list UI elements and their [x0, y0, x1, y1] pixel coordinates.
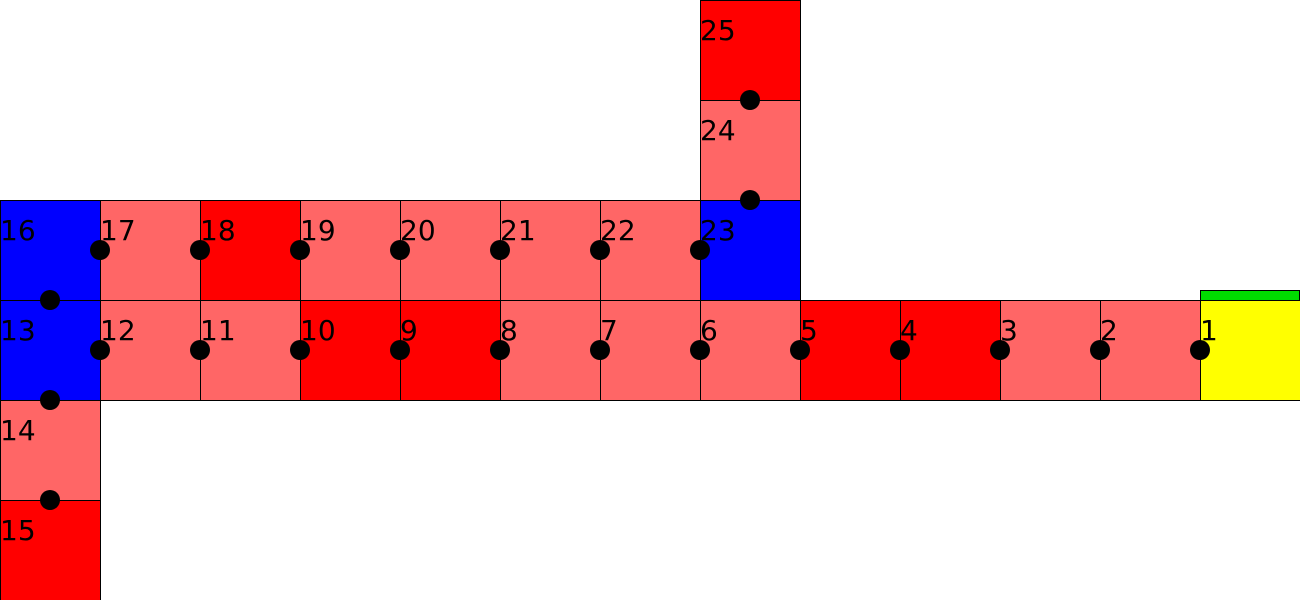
- board-cell-7: 7: [600, 300, 701, 401]
- cell-number-label: 19: [300, 214, 336, 247]
- cell-square: [0, 300, 101, 401]
- cell-square: [300, 200, 401, 301]
- cell-square: [1000, 300, 1101, 401]
- connector-dot: [90, 240, 110, 260]
- connector-dot: [290, 240, 310, 260]
- cell-square: [500, 200, 601, 301]
- cell-number-label: 12: [100, 314, 136, 347]
- connector-dot: [740, 190, 760, 210]
- cell-number-label: 1: [1200, 314, 1218, 347]
- cell-number-label: 13: [0, 314, 36, 347]
- connector-dot: [390, 240, 410, 260]
- cell-number-label: 3: [1000, 314, 1018, 347]
- connector-dot: [40, 290, 60, 310]
- cell-number-label: 20: [400, 214, 436, 247]
- cell-square: [800, 300, 901, 401]
- board-cell-17: 17: [100, 200, 201, 301]
- board-cell-13: 13: [0, 300, 101, 401]
- board-cell-19: 19: [300, 200, 401, 301]
- board-cell-12: 12: [100, 300, 201, 401]
- connector-dot: [590, 340, 610, 360]
- start-marker-bar: [1200, 290, 1300, 301]
- connector-dot: [740, 90, 760, 110]
- start-layer: [1200, 290, 1300, 301]
- cell-square: [1100, 300, 1201, 401]
- cell-number-label: 6: [700, 314, 718, 347]
- cell-square: [1200, 300, 1300, 401]
- board-cell-1: 1: [1200, 300, 1300, 401]
- cell-number-label: 4: [900, 314, 918, 347]
- board-cell-16: 16: [0, 200, 101, 301]
- connector-dot: [290, 340, 310, 360]
- cell-square: [700, 0, 801, 101]
- board-cell-6: 6: [700, 300, 801, 401]
- board-cell-21: 21: [500, 200, 601, 301]
- board-cell-25: 25: [700, 0, 801, 101]
- connector-dot: [40, 490, 60, 510]
- cell-number-label: 16: [0, 214, 36, 247]
- cell-square: [900, 300, 1001, 401]
- connector-dot: [690, 240, 710, 260]
- connector-dot: [990, 340, 1010, 360]
- cell-number-label: 14: [0, 414, 36, 447]
- cell-square: [300, 300, 401, 401]
- cell-number-label: 8: [500, 314, 518, 347]
- cell-number-label: 25: [700, 14, 736, 47]
- board-cell-22: 22: [600, 200, 701, 301]
- board-cell-24: 24: [700, 100, 801, 201]
- connector-dot: [490, 240, 510, 260]
- board-cell-10: 10: [300, 300, 401, 401]
- cell-number-label: 2: [1100, 314, 1118, 347]
- cell-number-label: 17: [100, 214, 136, 247]
- cell-square: [400, 200, 501, 301]
- board-cell-18: 18: [200, 200, 301, 301]
- board-cell-2: 2: [1100, 300, 1201, 401]
- connector-dot: [190, 240, 210, 260]
- connector-dot: [190, 340, 210, 360]
- connector-dot: [40, 390, 60, 410]
- board-cell-20: 20: [400, 200, 501, 301]
- cell-number-label: 18: [200, 214, 236, 247]
- board-cell-15: 15: [0, 500, 101, 600]
- cell-square: [100, 300, 201, 401]
- connector-dot: [490, 340, 510, 360]
- connector-dot: [1190, 340, 1210, 360]
- cell-square: [0, 200, 101, 301]
- cell-number-label: 7: [600, 314, 618, 347]
- dots-layer: [40, 90, 1210, 510]
- connector-dot: [590, 240, 610, 260]
- board-cell-3: 3: [1000, 300, 1101, 401]
- cell-number-label: 23: [700, 214, 736, 247]
- board-cell-11: 11: [200, 300, 301, 401]
- cell-number-label: 11: [200, 314, 236, 347]
- board-cell-4: 4: [900, 300, 1001, 401]
- cell-number-label: 10: [300, 314, 336, 347]
- cell-number-label: 24: [700, 114, 736, 147]
- connector-dot: [790, 340, 810, 360]
- connector-dot: [390, 340, 410, 360]
- cell-square: [700, 200, 801, 301]
- cell-square: [400, 300, 501, 401]
- cell-number-label: 9: [400, 314, 418, 347]
- cell-number-label: 5: [800, 314, 818, 347]
- board-cell-14: 14: [0, 400, 101, 501]
- connector-dot: [1090, 340, 1110, 360]
- board-cell-9: 9: [400, 300, 501, 401]
- cell-number-label: 22: [600, 214, 636, 247]
- board-cell-8: 8: [500, 300, 601, 401]
- board-cell-5: 5: [800, 300, 901, 401]
- cell-square: [100, 200, 201, 301]
- cell-number-label: 15: [0, 514, 36, 547]
- board-cell-23: 23: [700, 200, 801, 301]
- cell-square: [200, 300, 301, 401]
- cell-square: [0, 500, 101, 600]
- connector-dot: [90, 340, 110, 360]
- connector-dot: [890, 340, 910, 360]
- cell-square: [0, 400, 101, 501]
- connector-dot: [690, 340, 710, 360]
- cell-number-label: 21: [500, 214, 536, 247]
